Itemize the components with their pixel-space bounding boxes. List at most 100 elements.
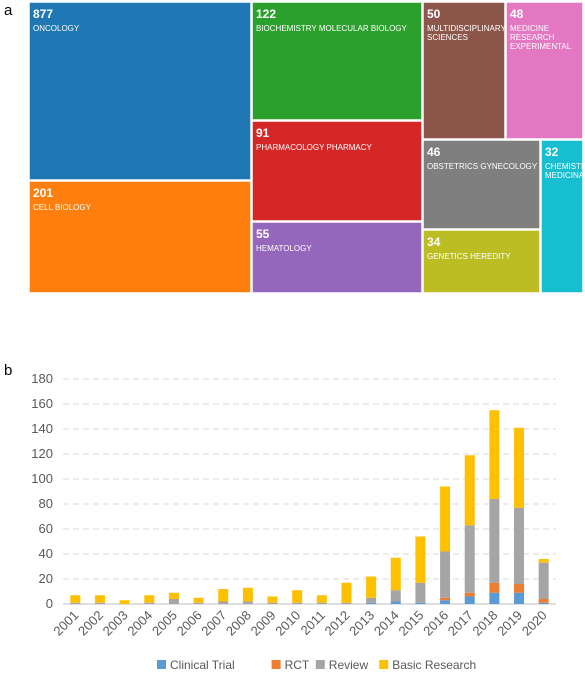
x-tick-label: 2002 (75, 608, 106, 639)
legend-label: Clinical Trial (170, 658, 235, 672)
treemap-tile-label: CELL BIOLOGY (33, 203, 92, 212)
bar-segment (316, 602, 327, 604)
treemap-tile-label: ONCOLOGY (33, 24, 80, 33)
bar-segment (464, 592, 475, 597)
treemap-tile-value: 55 (256, 227, 270, 241)
y-tick-label: 60 (39, 521, 53, 536)
bar-segment (341, 582, 352, 603)
legend-label: RCT (285, 658, 310, 672)
x-tick-label: 2011 (298, 608, 328, 638)
bar-segment (144, 595, 155, 603)
bar-segment (70, 602, 81, 604)
treemap-tile-rect (422, 229, 541, 294)
treemap-tile-label: CHEMISTRYMEDICINAL (545, 162, 585, 180)
bar-segment (489, 499, 500, 583)
treemap-tile: 46 OBSTETRICS GYNECOLOGY (422, 139, 541, 230)
bar-segment (292, 590, 303, 603)
x-tick-label: 2016 (420, 608, 451, 639)
legend-label: Basic Research (392, 658, 476, 672)
bar-segment (538, 559, 549, 563)
bar-segment (218, 589, 229, 602)
x-tick-label: 2008 (223, 608, 254, 639)
y-tick-label: 100 (31, 471, 53, 486)
treemap-tile-rect (251, 221, 423, 294)
treemap-tile-label: HEMATOLOGY (256, 244, 312, 253)
treemap-tile-value: 91 (256, 126, 270, 140)
treemap-tile: 55 HEMATOLOGY (251, 221, 423, 294)
treemap-tile-rect (251, 120, 423, 222)
bar-segment (70, 595, 81, 603)
treemap-tile-rect (251, 1, 423, 121)
bar-segment (440, 551, 451, 598)
treemap-tile-value: 50 (427, 7, 441, 21)
bar-segment (514, 507, 525, 584)
x-tick-label: 2006 (174, 608, 205, 639)
bar-segment (464, 525, 475, 593)
bar-segment (193, 602, 204, 604)
treemap-tile-rect (422, 139, 541, 230)
bar-segment (341, 602, 352, 604)
y-tick-label: 40 (39, 546, 53, 561)
x-tick-label: 2015 (395, 608, 426, 639)
bar-segment (144, 602, 155, 604)
x-tick-label: 2019 (494, 608, 525, 639)
bar-segment (415, 536, 426, 583)
x-tick-label: 2009 (248, 608, 279, 639)
treemap-tile-rect (422, 1, 506, 140)
panel-label-a: a (4, 2, 13, 19)
bar-segment (366, 602, 377, 604)
x-tick-label: 2003 (100, 608, 131, 639)
x-tick-label: 2012 (322, 608, 353, 639)
x-tick-label: 2013 (346, 608, 377, 639)
treemap-tile-rect (540, 139, 584, 294)
x-tick-label: 2007 (198, 608, 229, 639)
bars (70, 410, 549, 604)
bar-segment (119, 600, 130, 604)
x-tick-label: 2004 (124, 608, 155, 639)
legend-item: Review (315, 658, 368, 672)
treemap-tile: 91 PHARMACOLOGY PHARMACY (251, 120, 423, 222)
legend: Clinical Trial RCT Review Basic Research (157, 658, 476, 672)
bar-segment (267, 596, 278, 603)
bar-segment (316, 595, 327, 603)
treemap-tile: 32 CHEMISTRYMEDICINAL (540, 139, 585, 294)
bar-segment (366, 576, 377, 598)
x-tick-label: 2005 (149, 608, 180, 639)
bar-segment (514, 584, 525, 593)
bar-segment (94, 602, 105, 604)
bar-segment (440, 600, 451, 604)
bar-segment (440, 597, 451, 601)
treemap-tile: 122 BIOCHEMISTRY MOLECULAR BIOLOGY (251, 1, 423, 121)
bar-segment (390, 557, 401, 591)
bar-segment (94, 595, 105, 603)
bar-segment (489, 582, 500, 593)
y-tick-label: 180 (31, 371, 53, 386)
bar-segment (464, 596, 475, 604)
x-tick-label: 2010 (272, 608, 303, 639)
bar-segment (390, 590, 401, 602)
treemap-tile-value: 48 (510, 7, 524, 21)
panel-label-b: b (4, 362, 13, 379)
y-tick-label: 120 (31, 446, 53, 461)
y-tick-label: 80 (39, 496, 53, 511)
legend-item: RCT (271, 658, 310, 672)
bar-segment (193, 597, 204, 603)
bar-segment (242, 601, 253, 604)
treemap-tile: 48 MEDICINE RESEARCH EXPERIMENTAL (505, 1, 584, 140)
bar-segment (168, 592, 179, 599)
y-tick-label: 140 (31, 421, 53, 436)
bar-segment (415, 602, 426, 604)
legend-item: Clinical Trial (157, 658, 235, 672)
legend-swatch (271, 660, 281, 669)
x-tick-label: 2014 (371, 608, 402, 639)
bar-segment (464, 455, 475, 526)
y-tick-label: 0 (46, 596, 53, 611)
treemap-tile-value: 34 (427, 235, 441, 249)
bar-segment (538, 562, 549, 599)
legend-item: Basic Research (379, 658, 476, 672)
bar-segment (538, 602, 549, 604)
y-tick-label: 160 (31, 396, 53, 411)
treemap-tile-label: MEDICINE RESEARCH EXPERIMENTAL (510, 24, 572, 51)
bar-segment (390, 601, 401, 604)
